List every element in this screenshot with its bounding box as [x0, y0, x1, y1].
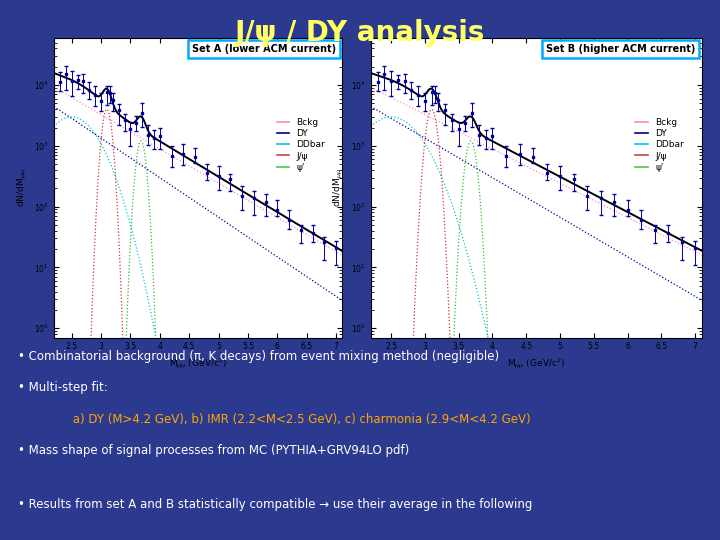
Text: • Multi-step fit:: • Multi-step fit: — [18, 381, 108, 394]
X-axis label: M$_{\mu\mu}$ (GeV/c$^2$): M$_{\mu\mu}$ (GeV/c$^2$) — [508, 357, 565, 372]
Text: • Mass shape of signal processes from MC (PYTHIA+GRV94LO pdf): • Mass shape of signal processes from MC… — [18, 444, 409, 457]
Legend: Bckg, DY, DDbar, J/ψ, ψ': Bckg, DY, DDbar, J/ψ, ψ' — [631, 114, 688, 176]
Y-axis label: dN/dM$_{\mu\mu}$: dN/dM$_{\mu\mu}$ — [16, 168, 29, 207]
Text: Set B (higher ACM current): Set B (higher ACM current) — [546, 44, 696, 54]
X-axis label: M$_{\mu\mu}$ (GeV/c$^2$): M$_{\mu\mu}$ (GeV/c$^2$) — [169, 357, 227, 372]
Text: Set A (lower ACM current): Set A (lower ACM current) — [192, 44, 336, 54]
Text: a) DY (M>4.2 GeV), b) IMR (2.2<M<2.5 GeV), c) charmonia (2.9<M<4.2 GeV): a) DY (M>4.2 GeV), b) IMR (2.2<M<2.5 GeV… — [54, 413, 531, 426]
Text: J/ψ / DY analysis: J/ψ / DY analysis — [235, 19, 485, 47]
Legend: Bckg, DY, DDbar, J/ψ, ψ': Bckg, DY, DDbar, J/ψ, ψ' — [273, 114, 329, 176]
Y-axis label: dN/dM$_{\mu\mu}$: dN/dM$_{\mu\mu}$ — [333, 168, 346, 207]
Text: • Combinatorial background (π, K decays) from event mixing method (negligible): • Combinatorial background (π, K decays)… — [18, 350, 499, 363]
Text: • Results from set A and B statistically compatible → use their average in the f: • Results from set A and B statistically… — [18, 498, 532, 511]
